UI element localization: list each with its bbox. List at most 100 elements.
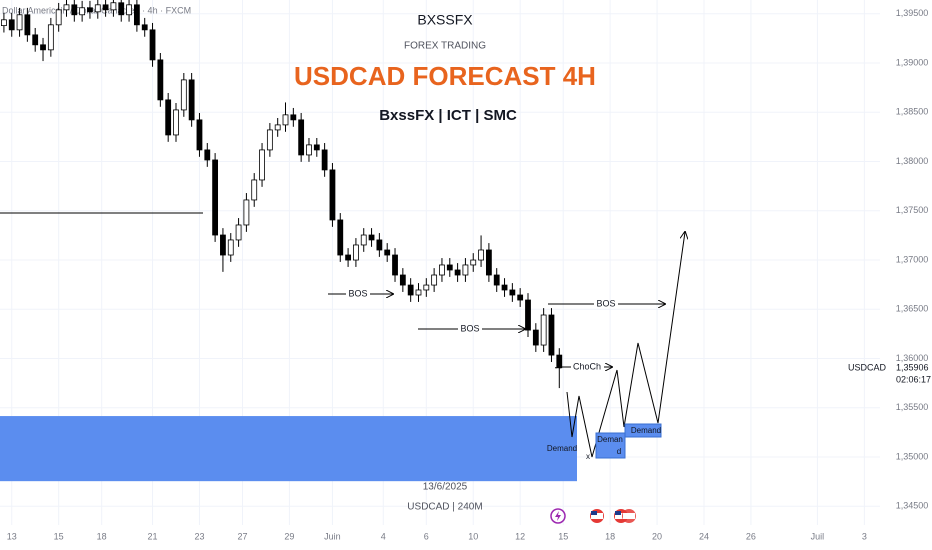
demand-label: d [617,447,621,456]
candle-body [79,7,86,16]
candle-body [337,219,344,256]
subtitle: FOREX TRADING [404,41,486,52]
candle-body [485,249,492,276]
candle-body [493,274,500,286]
candle-body [196,119,203,151]
x-tick-label: 23 [194,531,204,541]
candle-body [126,4,132,16]
candle-body [63,4,70,11]
y-tick-label: 1,37500 [896,205,929,215]
x-tick-label: Juin [324,531,341,541]
candle-body [329,169,336,221]
candle-body [102,4,109,11]
candle-body [290,114,297,121]
candle-body [212,159,219,236]
candle-body [306,144,312,156]
candle-body [548,314,555,356]
candle-body [180,79,187,111]
candle-body [266,129,273,151]
x-tick-label: 18 [605,531,615,541]
candle-body [165,99,172,136]
candle-body [243,199,250,226]
candle-body [384,249,391,256]
choch-label: ChoCh [573,361,601,371]
candle-body [470,259,477,266]
x-tick-label: 15 [54,531,64,541]
candle-body [282,114,289,126]
candle-body [204,149,211,161]
y-tick-label: 1,34500 [896,501,929,511]
y-tick-label: 1,37000 [896,254,929,264]
candle-body [133,4,140,26]
candle-body [392,254,398,276]
candle-body [251,179,258,201]
candle-body [439,264,445,276]
candle-body [556,354,563,369]
x-tick-label: 3 [862,531,867,541]
x-tick-label: 12 [515,531,525,541]
candle-body [509,289,516,296]
y-tick-label: 1,36500 [896,304,929,314]
candle-body [298,119,305,156]
bos-label: BOS [460,323,479,333]
candle-body [16,14,23,31]
candle-body [188,79,195,121]
y-tick-label: 1,35000 [896,451,929,461]
x-tick-label: 6 [424,531,429,541]
x-tick-label: 29 [284,531,294,541]
y-tick-label: 1,39000 [896,57,929,67]
candle-body [259,149,265,181]
candle-body [24,14,31,36]
candle-body [235,224,242,241]
y-tick-label: 1,35500 [896,402,929,412]
candle-body [157,59,164,101]
brand: BXSSFX [417,12,473,28]
candle-body [220,234,226,256]
candle-body [353,244,359,261]
x-tick-label: 24 [699,531,709,541]
demand-label: Demand [631,426,661,435]
demand-label: Demand [547,444,577,453]
x-tick-label: 15 [558,531,568,541]
x-tick-label: 27 [237,531,247,541]
y-tick-label: 1,39500 [896,8,929,18]
x-tick-label: 13 [7,531,17,541]
y-tick-label: 1,38500 [896,107,929,117]
candle-body [478,249,484,261]
chart-title: USDCAD FORECAST 4H [294,61,596,91]
x-tick-label: 21 [148,531,158,541]
candle-body [446,264,453,271]
candle-body [173,109,179,136]
annotation-lines [328,232,685,459]
last-price-label: 1,35906 [896,362,929,372]
candle-body [540,314,547,346]
candle-body [313,144,320,151]
date-label: 13/6/2025 [423,482,468,493]
demand-label: Deman [597,435,623,444]
candle-body [94,4,101,13]
x-tick-label: 20 [652,531,662,541]
candle-body [55,9,62,26]
candle-body [517,294,524,301]
last-symbol: USDCAD [848,362,887,372]
candle-body [321,149,328,171]
x-tick-label: 18 [97,531,107,541]
candle-body [110,2,117,11]
x-tick-label: 10 [468,531,478,541]
candle-body [525,299,531,331]
candle-body [462,264,469,276]
candle-body [501,284,508,291]
candle-body [1,19,7,27]
candle-body [423,284,430,291]
x-tick-label: 26 [746,531,756,541]
candle-body [118,2,125,16]
candle-body [227,239,234,256]
candle-body [407,284,414,296]
candle-body [32,34,39,46]
candle-body [376,239,383,251]
demand-zone [0,416,577,482]
candle-body [454,269,461,276]
candle-body [399,274,406,286]
x-tick-label: Juil [811,531,825,541]
